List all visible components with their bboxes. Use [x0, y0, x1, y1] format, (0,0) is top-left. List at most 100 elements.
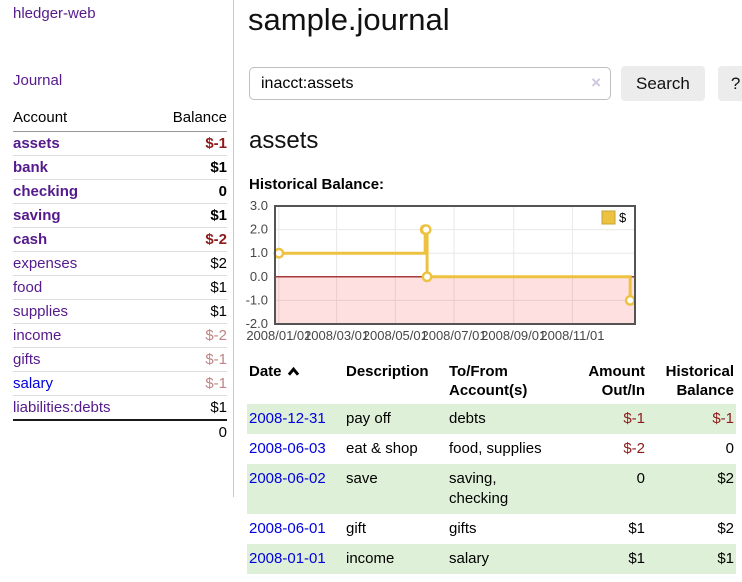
register-row: 2008-06-01 gift gifts $1 $2: [247, 514, 736, 544]
txn-amount: $1: [628, 520, 645, 537]
account-link-checking[interactable]: checking: [13, 183, 79, 200]
search-input[interactable]: [249, 67, 611, 100]
svg-text:2008/07/01: 2008/07/01: [421, 328, 486, 343]
svg-text:2008/03/01: 2008/03/01: [304, 328, 369, 343]
account-row: food $1: [13, 275, 227, 300]
account-balance: 0: [150, 179, 227, 204]
sidebar: hledger-web Journal Account Balance asse…: [0, 0, 234, 497]
account-row: gifts $-1: [13, 347, 227, 372]
accounts-total-value: 0: [150, 419, 227, 444]
sort-ascending-icon: [287, 366, 299, 376]
account-balance: $1: [150, 299, 227, 324]
search-form: × Search ?: [249, 66, 742, 101]
account-link-cash[interactable]: cash: [13, 231, 48, 248]
account-balance: $1: [150, 155, 227, 180]
column-header-date[interactable]: Date: [247, 358, 344, 404]
account-link-salary[interactable]: salary: [13, 375, 54, 392]
txn-date-link[interactable]: 2008-01-01: [249, 550, 326, 567]
historical-balance-chart: $3.0 2.0 1.0 0.0 -1.0 -2.02008/01/012008/03/0…: [246, 198, 636, 343]
txn-date-link[interactable]: 2008-06-02: [249, 470, 326, 487]
txn-balance: $2: [717, 520, 734, 537]
txn-date-link[interactable]: 2008-06-01: [249, 520, 326, 537]
txn-amount: $-2: [623, 440, 645, 457]
register-row: 2008-06-03 eat & shop food, supplies $-2…: [247, 434, 736, 464]
txn-description: gift: [346, 520, 367, 537]
chart-title: Historical Balance:: [249, 176, 385, 193]
svg-text:0.0: 0.0: [250, 269, 268, 284]
svg-text:2008/09/01: 2008/09/01: [481, 328, 546, 343]
legend-swatch: [601, 210, 616, 225]
accounts-total-row: 0: [13, 419, 227, 444]
sidebar-item-journal[interactable]: Journal: [13, 72, 63, 89]
svg-text:2.0: 2.0: [250, 222, 268, 237]
account-balance: $-1: [150, 371, 227, 396]
txn-description: income: [346, 550, 395, 567]
register-row: 2008-01-01 income salary $1 $1: [247, 544, 736, 574]
account-link-expenses[interactable]: expenses: [13, 255, 78, 272]
txn-balance: $1: [717, 550, 734, 567]
column-header-historical-balance: Historical Balance: [665, 363, 734, 399]
txn-amount: 0: [636, 470, 645, 487]
svg-text:3.0: 3.0: [250, 198, 268, 213]
txn-balance: $-1: [712, 410, 734, 427]
account-balance: $-2: [150, 323, 227, 348]
account-row: assets $-1: [13, 131, 227, 156]
svg-text:2008/11/01: 2008/11/01: [540, 328, 604, 343]
account-balance: $1: [150, 395, 227, 421]
help-button[interactable]: ?: [717, 66, 742, 101]
main-content: sample.journal × Search ? assets Histori…: [246, 0, 742, 582]
svg-text:1.0: 1.0: [250, 245, 268, 260]
txn-date-link[interactable]: 2008-06-03: [249, 440, 326, 457]
account-link-food[interactable]: food: [13, 279, 43, 296]
svg-text:2008/05/01: 2008/05/01: [363, 328, 428, 343]
column-header-accounts: To/From Account(s): [449, 363, 528, 399]
txn-accounts: salary: [449, 550, 490, 567]
clear-search-icon[interactable]: ×: [591, 73, 601, 92]
app-title-link[interactable]: hledger-web: [13, 5, 96, 22]
txn-accounts: food, supplies: [449, 440, 542, 457]
account-balance: $-1: [150, 347, 227, 372]
txn-balance: 0: [725, 440, 734, 457]
account-link-income[interactable]: income: [13, 327, 62, 344]
account-balance: $1: [150, 275, 227, 300]
account-link-saving[interactable]: saving: [13, 207, 61, 224]
register-row: 2008-12-31 pay off debts $-1 $-1: [247, 404, 736, 434]
register-header-row: Date Description To/From Account(s) Amoun…: [247, 358, 736, 404]
svg-text:-2.0: -2.0: [246, 316, 268, 331]
account-link-gifts[interactable]: gifts: [13, 351, 41, 368]
search-button[interactable]: Search: [621, 66, 705, 101]
register-table: Date Description To/From Account(s) Amoun…: [247, 358, 736, 574]
txn-accounts: saving, checking: [449, 470, 509, 507]
txn-amount: $1: [628, 550, 645, 567]
account-row: salary $-1: [13, 371, 227, 396]
column-header-amount: Amount Out/In: [588, 363, 645, 399]
account-balance: $-1: [150, 131, 227, 156]
account-row: bank $1: [13, 155, 227, 180]
account-row: liabilities:debts $1: [13, 395, 227, 421]
account-row: income $-2: [13, 323, 227, 348]
txn-description: eat & shop: [346, 440, 418, 457]
account-balance: $-2: [150, 227, 227, 252]
svg-text:2008/01/01: 2008/01/01: [246, 328, 311, 343]
accounts-table: Account Balance assets $-1 bank $1 check…: [13, 106, 227, 444]
txn-description: save: [346, 470, 378, 487]
account-link-liabilities-debts[interactable]: liabilities:debts: [13, 399, 111, 416]
account-balance: $2: [150, 251, 227, 276]
accounts-header-row: Account Balance: [13, 106, 227, 132]
account-row: cash $-2: [13, 227, 227, 252]
account-row: checking 0: [13, 179, 227, 204]
balance-column-header: Balance: [150, 106, 227, 132]
account-link-supplies[interactable]: supplies: [13, 303, 69, 320]
page-title: sample.journal: [248, 2, 450, 37]
account-link-bank[interactable]: bank: [13, 159, 49, 176]
column-header-description: Description: [346, 363, 429, 380]
txn-accounts: gifts: [449, 520, 477, 537]
account-row: expenses $2: [13, 251, 227, 276]
txn-balance: $2: [717, 470, 734, 487]
account-link-assets[interactable]: assets: [13, 135, 60, 152]
txn-date-link[interactable]: 2008-12-31: [249, 410, 326, 427]
txn-description: pay off: [346, 410, 391, 427]
account-row: supplies $1: [13, 299, 227, 324]
account-balance: $1: [150, 203, 227, 228]
account-column-header: Account: [13, 106, 151, 132]
